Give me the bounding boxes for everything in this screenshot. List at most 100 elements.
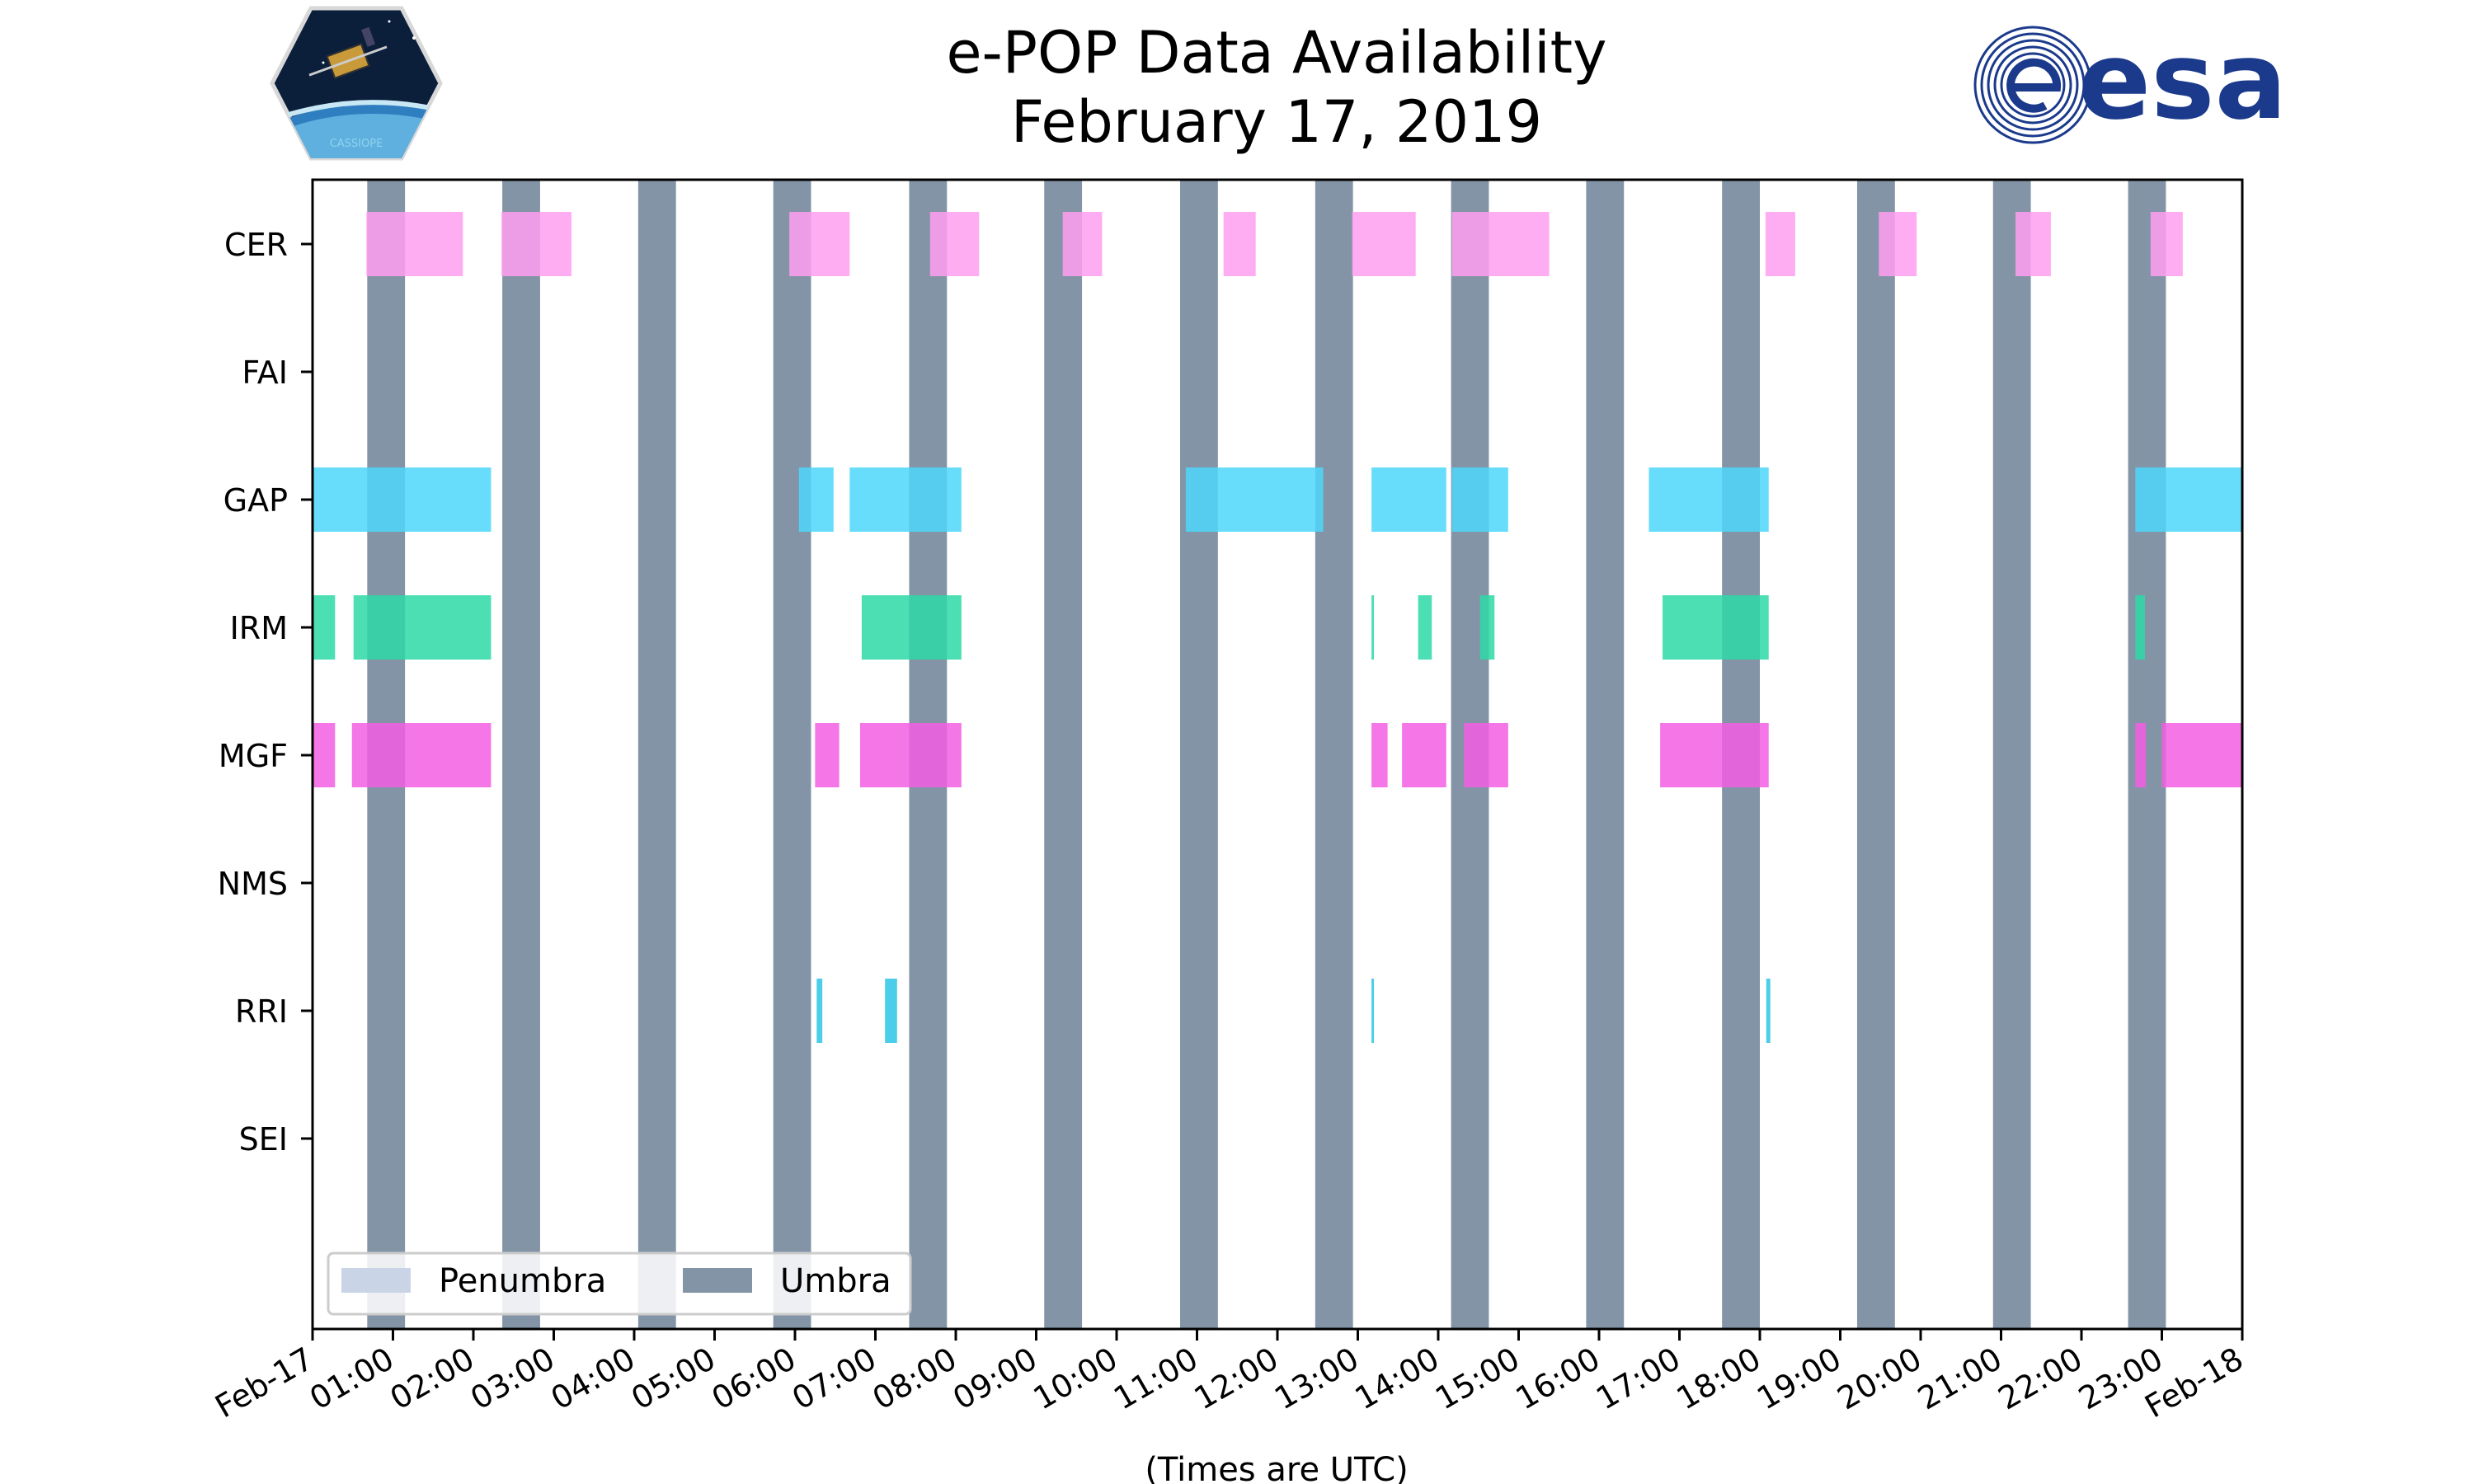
x-tick-label-22: 22:00 bbox=[1992, 1341, 2089, 1417]
bar-cer-0 bbox=[366, 212, 463, 276]
y-tick-label-sei: SEI bbox=[239, 1121, 288, 1158]
x-tick-label-18: 18:00 bbox=[1671, 1341, 1767, 1417]
legend-swatch-umbra bbox=[683, 1268, 752, 1293]
x-tick-label-15: 15:00 bbox=[1429, 1341, 1526, 1417]
bar-gap-0 bbox=[313, 467, 492, 532]
bar-cer-8 bbox=[1765, 212, 1795, 276]
bar-rri-1 bbox=[885, 979, 897, 1043]
bar-gap-4 bbox=[1371, 467, 1446, 532]
bar-mgf-1 bbox=[351, 723, 492, 787]
bar-irm-2 bbox=[861, 595, 962, 660]
x-tick-label-14: 14:00 bbox=[1349, 1341, 1446, 1417]
x-tick-label-0: Feb-17 bbox=[209, 1341, 319, 1425]
bar-cer-2 bbox=[789, 212, 850, 276]
bar-cer-6 bbox=[1352, 212, 1416, 276]
x-axis-label: (Times are UTC) bbox=[1145, 1451, 1408, 1484]
umbra-band-3 bbox=[773, 180, 811, 1329]
umbra-band-7 bbox=[1315, 180, 1353, 1329]
x-tick-label-2: 02:00 bbox=[384, 1341, 481, 1417]
bar-irm-3 bbox=[1371, 595, 1375, 660]
esa-logo-text: esa bbox=[2078, 23, 2287, 143]
x-tick-label-3: 03:00 bbox=[464, 1341, 561, 1417]
x-tick-label-10: 10:00 bbox=[1028, 1341, 1124, 1417]
bars-layer bbox=[313, 212, 2242, 1043]
chart-title: e-POP Data Availability February 17, 201… bbox=[0, 18, 2474, 157]
bar-mgf-8 bbox=[2135, 723, 2146, 787]
umbra-band-12 bbox=[1992, 180, 2031, 1329]
bar-gap-3 bbox=[1185, 467, 1324, 532]
bar-rri-3 bbox=[1766, 979, 1771, 1043]
x-tick-label-4: 04:00 bbox=[545, 1341, 642, 1417]
umbra-band-5 bbox=[1044, 180, 1083, 1329]
bar-mgf-4 bbox=[1371, 723, 1388, 787]
umbra-layer bbox=[367, 180, 2166, 1329]
chart-title-line1: e-POP Data Availability bbox=[946, 19, 1607, 87]
umbra-band-1 bbox=[502, 180, 540, 1329]
bar-irm-4 bbox=[1418, 595, 1432, 660]
cassiope-logo-text: CASSIOPE bbox=[330, 138, 383, 150]
bar-irm-5 bbox=[1479, 595, 1495, 660]
bar-gap-5 bbox=[1451, 467, 1508, 532]
x-tick-label-1: 01:00 bbox=[303, 1341, 400, 1417]
bar-cer-10 bbox=[2015, 212, 2051, 276]
umbra-band-9 bbox=[1586, 180, 1625, 1329]
bar-rri-0 bbox=[816, 979, 823, 1043]
y-tick-label-mgf: MGF bbox=[219, 738, 288, 774]
bar-irm-1 bbox=[353, 595, 492, 660]
bar-mgf-9 bbox=[2161, 723, 2242, 787]
bar-cer-11 bbox=[2150, 212, 2183, 276]
x-tick-label-16: 16:00 bbox=[1510, 1341, 1606, 1417]
legend-label-umbra: Umbra bbox=[780, 1262, 891, 1300]
bar-mgf-7 bbox=[1660, 723, 1769, 787]
y-tick-label-nms: NMS bbox=[218, 866, 288, 902]
bar-mgf-0 bbox=[313, 723, 336, 787]
bar-gap-1 bbox=[798, 467, 834, 532]
umbra-band-11 bbox=[1856, 180, 1895, 1329]
bar-gap-2 bbox=[849, 467, 962, 532]
legend: Penumbra Umbra bbox=[327, 1252, 912, 1316]
x-tick-label-21: 21:00 bbox=[1912, 1341, 2008, 1417]
bar-cer-5 bbox=[1223, 212, 1256, 276]
y-tick-label-cer: CER bbox=[224, 227, 288, 263]
x-tick-label-7: 07:00 bbox=[786, 1341, 882, 1417]
bar-gap-6 bbox=[1649, 467, 1769, 532]
bar-irm-7 bbox=[2135, 595, 2146, 660]
umbra-band-13 bbox=[2128, 180, 2166, 1329]
bar-cer-4 bbox=[1062, 212, 1103, 276]
y-tick-label-fai: FAI bbox=[242, 355, 288, 391]
bar-irm-6 bbox=[1663, 595, 1769, 660]
umbra-band-6 bbox=[1180, 180, 1218, 1329]
satellite-icon bbox=[308, 26, 388, 79]
y-tick-label-irm: IRM bbox=[230, 610, 288, 646]
bar-cer-7 bbox=[1451, 212, 1550, 276]
bar-rri-2 bbox=[1371, 979, 1375, 1043]
bar-gap-7 bbox=[2135, 467, 2242, 532]
bar-mgf-3 bbox=[859, 723, 962, 787]
x-tick-label-12: 12:00 bbox=[1188, 1341, 1285, 1417]
y-axis: CER FAI GAP IRM MGF NMS RRI SEI bbox=[218, 227, 313, 1158]
x-axis: Feb-1701:0002:0003:0004:0005:0006:0007:0… bbox=[209, 1329, 2250, 1425]
legend-swatch-penumbra bbox=[341, 1268, 411, 1293]
bar-mgf-5 bbox=[1402, 723, 1446, 787]
bar-cer-1 bbox=[501, 212, 571, 276]
cassiope-logo: CASSIOPE bbox=[270, 6, 443, 161]
x-tick-label-13: 13:00 bbox=[1268, 1341, 1365, 1417]
x-tick-label-11: 11:00 bbox=[1108, 1341, 1204, 1417]
legend-box bbox=[327, 1252, 912, 1316]
legend-label-penumbra: Penumbra bbox=[439, 1262, 606, 1300]
plot-frame bbox=[311, 178, 2244, 1331]
x-tick-label-19: 19:00 bbox=[1751, 1341, 1847, 1417]
x-tick-label-17: 17:00 bbox=[1590, 1341, 1686, 1417]
bar-cer-9 bbox=[1879, 212, 1917, 276]
y-tick-label-rri: RRI bbox=[235, 993, 288, 1030]
bar-cer-3 bbox=[929, 212, 980, 276]
x-tick-label-9: 09:00 bbox=[947, 1341, 1043, 1417]
bar-mgf-6 bbox=[1464, 723, 1508, 787]
x-tick-label-6: 06:00 bbox=[706, 1341, 802, 1417]
x-tick-label-5: 05:00 bbox=[625, 1341, 722, 1417]
esa-swirl-icon bbox=[1973, 26, 2092, 144]
bar-mgf-2 bbox=[815, 723, 840, 787]
bar-irm-0 bbox=[313, 595, 336, 660]
x-tick-label-20: 20:00 bbox=[1832, 1341, 1928, 1417]
